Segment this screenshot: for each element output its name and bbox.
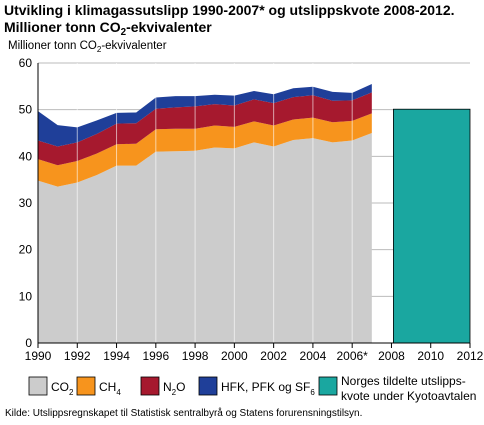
y-axis-label: Millioner tonn CO2-ekvivalenter: [8, 40, 167, 54]
area-series-1: [38, 113, 372, 187]
legend-label-2: N2O: [163, 380, 185, 397]
x-tick-label: 1990: [25, 349, 52, 363]
legend-swatch-1: [76, 376, 96, 396]
x-tick-label: 2010: [417, 349, 444, 363]
y-tick-label: 30: [19, 196, 33, 210]
legend-label-0: CO2: [51, 380, 74, 397]
title-line-1: Utvikling i klimagassutslipp 1990-2007* …: [4, 2, 455, 18]
x-tick-label: 1994: [103, 349, 130, 363]
legend-swatch-3: [198, 376, 218, 396]
x-tick-label: 1992: [64, 349, 91, 363]
legend-label-3: HFK, PFK og SF6: [221, 380, 315, 397]
title-line-2-suffix: -ekvivalenter: [126, 19, 212, 35]
y-axis-label-text: Millioner tonn CO: [8, 40, 97, 52]
x-tick-label: 2002: [260, 349, 287, 363]
source-note: Kilde: Utslippsregnskapet til Statistisk…: [5, 408, 363, 419]
legend-swatch-0: [28, 376, 48, 396]
title-line-2-text: Millioner tonn CO: [4, 19, 121, 35]
y-tick-label: 0: [25, 336, 32, 350]
x-tick-label: 1996: [142, 349, 169, 363]
title-line-2-sub: 2: [120, 27, 127, 38]
area-series-3: [38, 84, 372, 147]
y-tick-label: 10: [19, 289, 33, 303]
title-line-2: Millioner tonn CO2-ekvivalenter: [4, 19, 482, 38]
quota-bar: [393, 108, 471, 344]
y-axis-label-sub: 2: [96, 45, 102, 54]
y-tick-label: 40: [19, 149, 33, 163]
y-tick-label: 60: [19, 56, 33, 70]
legend-swatch-2: [140, 376, 160, 396]
x-tick-label: 2004: [300, 349, 327, 363]
area-series-0: [38, 133, 372, 343]
y-tick-label: 50: [19, 103, 33, 117]
area-series-2: [38, 92, 372, 166]
quota-bar-group: [393, 108, 471, 344]
x-tick-label: 1998: [182, 349, 209, 363]
stacked-areas: [38, 63, 372, 343]
chart-title: Utvikling i klimagassutslipp 1990-2007* …: [4, 2, 482, 38]
x-tick-label: 2012: [457, 349, 484, 363]
legend-swatch-quota: [318, 376, 338, 396]
legend-label-quota-line2: kvote under Kyotoavtalen: [341, 389, 476, 403]
x-tick-label: 2008: [378, 349, 405, 363]
axes: 0 10 20 30 40 50 60 1990 1992 1994 1996 1998 2000 200…: [19, 56, 484, 363]
y-tick-label: 20: [19, 243, 33, 257]
legend-label-quota-line1: Norges tildelte utslipps-: [341, 374, 466, 388]
legend-label-1: CH4: [99, 380, 121, 397]
x-tick-label: 2000: [221, 349, 248, 363]
legend: CO2 CH4 N2O HFK, PFK og SF6 Norges tildelte …: [28, 374, 476, 403]
y-axis-label-suffix: -ekvivalenter: [101, 40, 167, 52]
x-tick-label: 2006*: [336, 349, 368, 363]
